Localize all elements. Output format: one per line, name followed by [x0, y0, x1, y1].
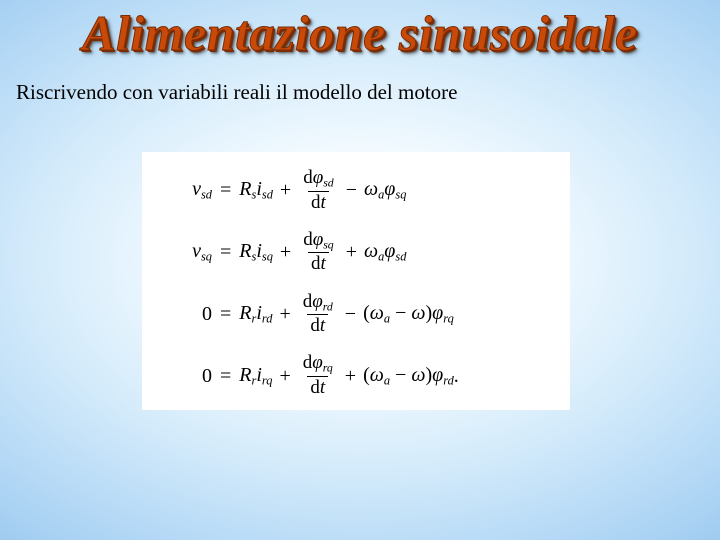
equation-lhs: 0: [164, 366, 212, 386]
fraction-term: dφrqdt: [300, 353, 336, 398]
equation-row: 0=Rrird+dφrddt−(ωa − ω)φrq: [164, 292, 548, 337]
equation-lhs: 0: [164, 304, 212, 324]
slide-title: Alimentazione sinusoidale: [0, 4, 720, 62]
equation-row: vsq=Rsisq+dφsqdt+ωaφsd: [164, 230, 548, 275]
equation-box: vsd=Rsisd+dφsddt−ωaφsqvsq=Rsisq+dφsqdt+ω…: [142, 152, 570, 410]
fraction-term: dφrddt: [300, 292, 336, 337]
equation-lhs: vsq: [164, 241, 212, 263]
product-term: Rrirq: [239, 365, 272, 387]
operator: +: [273, 180, 298, 200]
operator: −: [339, 180, 364, 200]
fraction-term: dφsqdt: [300, 230, 336, 275]
operator: +: [339, 242, 364, 262]
product-term: Rsisq: [239, 241, 273, 263]
paren-product-term: (ωa − ω)φrd: [363, 365, 454, 387]
trailing-punct: .: [454, 366, 459, 386]
fraction-term: dφsddt: [300, 168, 336, 213]
operator: +: [273, 242, 298, 262]
product-term: Rrird: [239, 303, 272, 325]
operator: −: [338, 304, 363, 324]
equals-sign: =: [212, 304, 239, 324]
equation-row: 0=Rrirq+dφrqdt+(ωa − ω)φrd.: [164, 353, 548, 398]
product-term: Rsisd: [239, 179, 273, 201]
product-term: ωaφsq: [364, 179, 406, 201]
equals-sign: =: [212, 366, 239, 386]
equation-row: vsd=Rsisd+dφsddt−ωaφsq: [164, 168, 548, 213]
equals-sign: =: [212, 180, 239, 200]
operator: +: [272, 366, 297, 386]
operator: +: [272, 304, 297, 324]
operator: +: [338, 366, 363, 386]
slide-subtitle: Riscrivendo con variabili reali il model…: [16, 80, 457, 105]
product-term: ωaφsd: [364, 241, 406, 263]
equals-sign: =: [212, 242, 239, 262]
paren-product-term: (ωa − ω)φrq: [363, 303, 454, 325]
equation-lhs: vsd: [164, 179, 212, 201]
